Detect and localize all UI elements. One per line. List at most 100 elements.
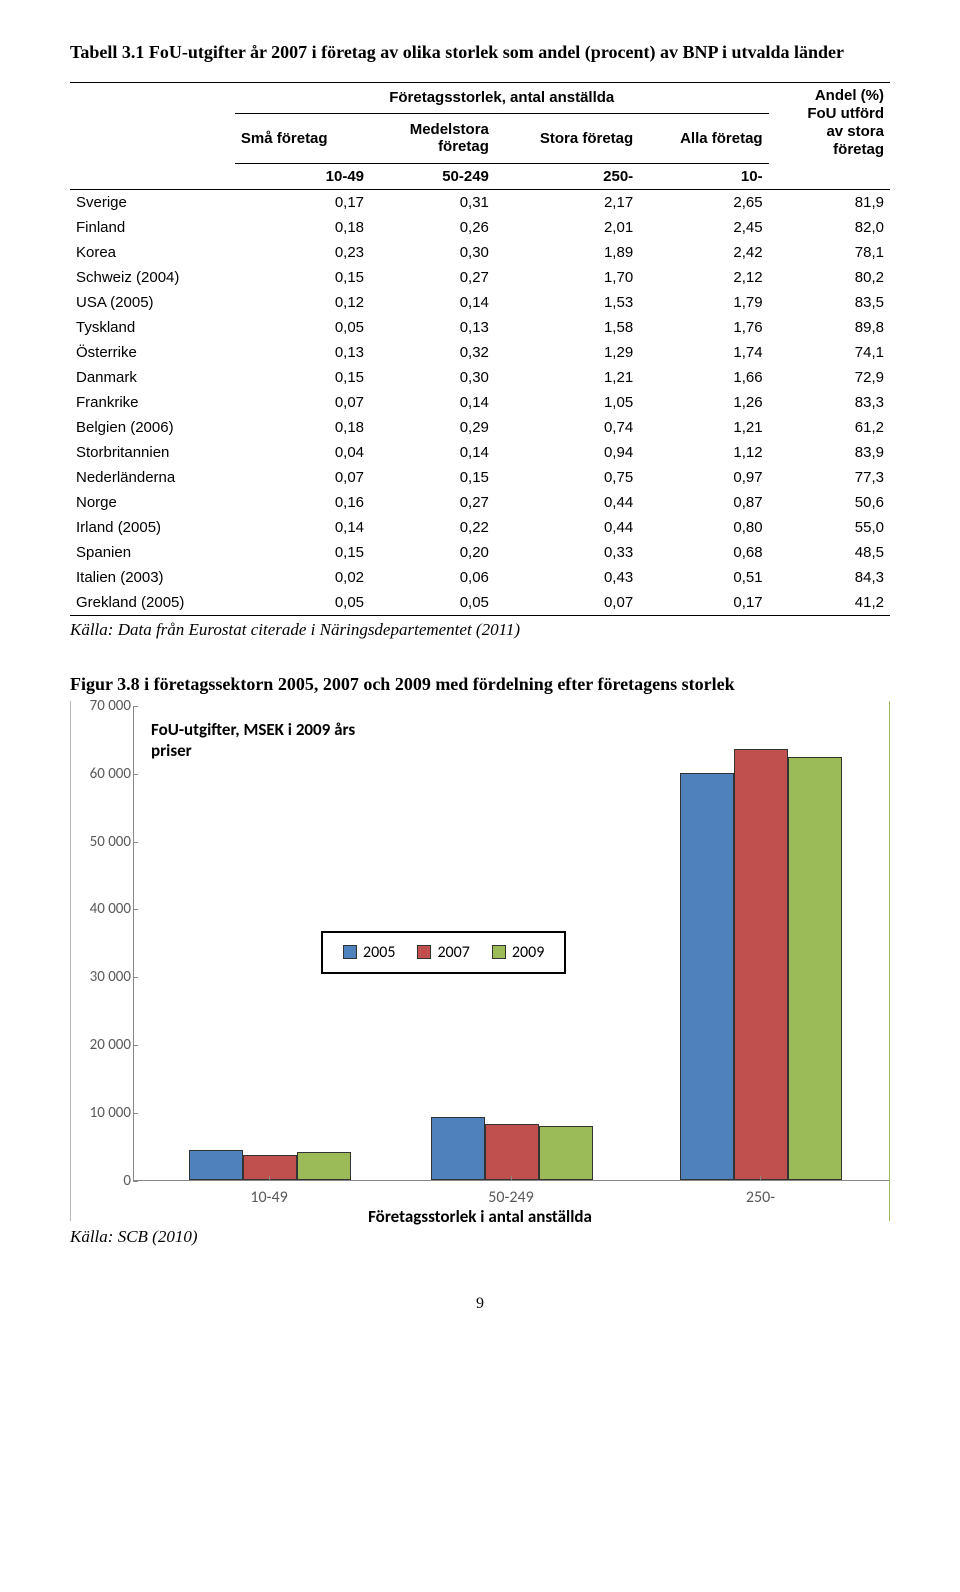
data-cell: 0,14	[370, 390, 495, 415]
data-cell: 0,29	[370, 415, 495, 440]
y-tick-label: 70 000	[71, 697, 131, 715]
legend-label: 2009	[512, 943, 544, 962]
data-cell: 0,14	[235, 515, 370, 540]
data-cell: 0,14	[370, 290, 495, 315]
figure-caption: Figur 3.8 i företagssektorn 2005, 2007 o…	[70, 674, 890, 695]
x-axis-title: Företagsstorlek i antal anställda	[368, 1206, 592, 1227]
row-label: Danmark	[70, 365, 235, 390]
data-cell: 2,42	[639, 240, 768, 265]
table-row: Storbritannien0,040,140,941,1283,9	[70, 440, 890, 465]
bar-group	[189, 1150, 351, 1180]
data-cell: 1,79	[639, 290, 768, 315]
range-cell: 50-249	[370, 163, 495, 189]
table-row: Italien (2003)0,020,060,430,5184,3	[70, 565, 890, 590]
data-cell: 0,44	[495, 515, 639, 540]
chart-inset-title: FoU-utgifter, MSEK i 2009 årspriser	[151, 719, 355, 762]
data-cell: 0,87	[639, 490, 768, 515]
data-cell: 0,26	[370, 215, 495, 240]
table-title: Tabell 3.1 FoU-utgifter år 2007 i företa…	[70, 40, 890, 64]
bar-group	[431, 1117, 593, 1179]
table-row: Spanien0,150,200,330,6848,5	[70, 540, 890, 565]
data-cell: 0,32	[370, 340, 495, 365]
data-cell: 0,15	[235, 540, 370, 565]
y-tick-label: 60 000	[71, 765, 131, 783]
bar	[431, 1117, 485, 1179]
data-cell: 78,1	[769, 240, 890, 265]
data-cell: 61,2	[769, 415, 890, 440]
range-cell	[769, 163, 890, 189]
row-label: Finland	[70, 215, 235, 240]
row-label: Frankrike	[70, 390, 235, 415]
x-tick-label: 250-	[746, 1188, 775, 1207]
data-cell: 2,01	[495, 215, 639, 240]
legend-item: 2005	[343, 943, 395, 962]
data-cell: 0,14	[370, 440, 495, 465]
x-tick-label: 50-249	[488, 1188, 533, 1207]
range-cell: 250-	[495, 163, 639, 189]
data-cell: 1,29	[495, 340, 639, 365]
data-cell: 1,74	[639, 340, 768, 365]
data-cell: 1,12	[639, 440, 768, 465]
data-cell: 0,18	[235, 215, 370, 240]
data-cell: 0,43	[495, 565, 639, 590]
data-cell: 0,20	[370, 540, 495, 565]
row-label: Italien (2003)	[70, 565, 235, 590]
data-cell: 72,9	[769, 365, 890, 390]
data-cell: 0,44	[495, 490, 639, 515]
y-tick-label: 40 000	[71, 900, 131, 918]
data-cell: 2,65	[639, 189, 768, 215]
bar	[485, 1124, 539, 1180]
data-cell: 0,31	[370, 189, 495, 215]
table-row: USA (2005)0,120,141,531,7983,5	[70, 290, 890, 315]
fou-table: Företagsstorlek, antal anställdaAndel (%…	[70, 82, 890, 616]
data-cell: 0,68	[639, 540, 768, 565]
row-label: Belgien (2006)	[70, 415, 235, 440]
data-cell: 0,07	[235, 465, 370, 490]
table-row: Schweiz (2004)0,150,271,702,1280,2	[70, 265, 890, 290]
table-row: Irland (2005)0,140,220,440,8055,0	[70, 515, 890, 540]
row-label: Nederländerna	[70, 465, 235, 490]
bar	[539, 1126, 593, 1180]
chart-legend: 200520072009	[321, 931, 566, 974]
row-label: Grekland (2005)	[70, 590, 235, 616]
row-label: USA (2005)	[70, 290, 235, 315]
data-cell: 74,1	[769, 340, 890, 365]
table-superheader: Företagsstorlek, antal anställda	[235, 83, 769, 113]
table-source: Källa: Data från Eurostat citerade i När…	[70, 620, 890, 640]
data-cell: 0,13	[235, 340, 370, 365]
row-label: Spanien	[70, 540, 235, 565]
table-row: Sverige0,170,312,172,6581,9	[70, 189, 890, 215]
bar-chart: Företagsstorlek i antal anställda 010 00…	[70, 701, 890, 1221]
bar	[734, 749, 788, 1180]
col-andel: Andel (%)FoU utfördav storaföretag	[769, 83, 890, 164]
data-cell: 89,8	[769, 315, 890, 340]
data-cell: 1,05	[495, 390, 639, 415]
data-cell: 1,26	[639, 390, 768, 415]
data-cell: 0,97	[639, 465, 768, 490]
data-cell: 0,02	[235, 565, 370, 590]
data-cell: 0,05	[235, 590, 370, 616]
data-cell: 1,21	[495, 365, 639, 390]
legend-label: 2005	[363, 943, 395, 962]
data-cell: 0,74	[495, 415, 639, 440]
table-row: Österrike0,130,321,291,7474,1	[70, 340, 890, 365]
range-cell: 10-49	[235, 163, 370, 189]
data-cell: 0,15	[235, 365, 370, 390]
data-cell: 81,9	[769, 189, 890, 215]
y-tick-label: 20 000	[71, 1036, 131, 1054]
row-label: Sverige	[70, 189, 235, 215]
data-cell: 83,9	[769, 440, 890, 465]
data-cell: 0,16	[235, 490, 370, 515]
data-cell: 0,80	[639, 515, 768, 540]
page-number: 9	[70, 1295, 890, 1313]
y-tick-label: 50 000	[71, 833, 131, 851]
bar	[297, 1152, 351, 1180]
col-header: Stora företag	[495, 113, 639, 163]
table-row: Korea0,230,301,892,4278,1	[70, 240, 890, 265]
row-label: Storbritannien	[70, 440, 235, 465]
range-cell: 10-	[639, 163, 768, 189]
data-cell: 0,04	[235, 440, 370, 465]
data-cell: 84,3	[769, 565, 890, 590]
bar	[788, 757, 842, 1180]
data-cell: 1,89	[495, 240, 639, 265]
